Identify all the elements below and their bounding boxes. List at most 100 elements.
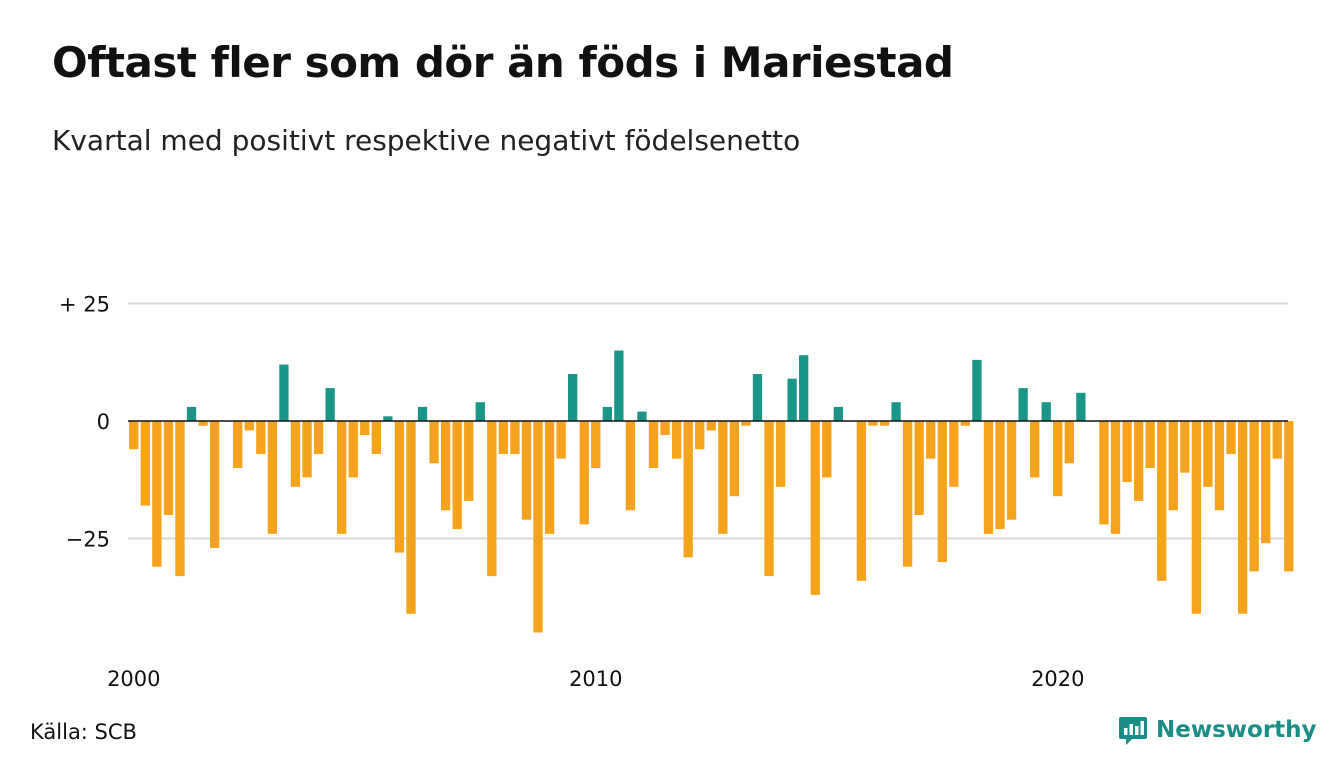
chart-subtitle: Kvartal med positivt respektive negativt… — [52, 124, 801, 157]
bar-negative — [1006, 421, 1017, 520]
bar-negative — [983, 421, 994, 534]
bar-negative — [729, 421, 740, 497]
bar-negative — [764, 421, 774, 577]
bar-negative — [209, 421, 220, 548]
bar-negative — [1180, 421, 1190, 473]
bar-negative — [1133, 421, 1144, 501]
bar-negative — [267, 421, 278, 534]
bar-negative — [290, 421, 301, 487]
x-tick-label: 2000 — [107, 667, 160, 691]
bar-negative — [1237, 421, 1248, 614]
bar-negative — [718, 421, 728, 534]
bar-negative — [683, 421, 693, 558]
bar-negative — [706, 421, 716, 431]
bar-negative — [440, 421, 451, 511]
bar-negative — [498, 421, 509, 454]
bar-positive — [637, 411, 647, 421]
bar-negative — [521, 421, 532, 520]
bar-negative — [879, 421, 890, 426]
bar-negative — [556, 421, 566, 459]
bar-negative — [810, 421, 820, 595]
bar-positive — [799, 355, 809, 421]
bar-negative — [1099, 421, 1109, 525]
bar-negative — [348, 421, 358, 478]
bar-positive — [602, 406, 612, 421]
bar-negative — [1064, 421, 1074, 464]
bar-positive — [568, 374, 578, 421]
bar-negative — [140, 421, 150, 506]
bar-negative — [452, 421, 462, 530]
bar-positive — [972, 359, 982, 421]
bar-negative — [302, 421, 312, 478]
bar-positive — [1076, 392, 1086, 421]
bar-negative — [487, 421, 497, 577]
axis-layer: + 25 0 −25 2000 2010 2020 — [59, 293, 1288, 691]
bar-negative — [695, 421, 705, 450]
y-tick-label: + 25 — [59, 293, 110, 317]
bar-positive — [186, 406, 197, 421]
bar-negative — [671, 421, 682, 459]
bar-negative — [579, 421, 589, 525]
bar-negative — [371, 421, 381, 454]
bar-positive — [752, 374, 763, 421]
bar-negative — [926, 421, 936, 459]
bar-positive — [1041, 402, 1051, 421]
bar-positive — [279, 364, 289, 421]
grid-layer — [128, 302, 1288, 540]
x-tick-label: 2020 — [1031, 667, 1084, 691]
x-tick-label: 2010 — [569, 667, 622, 691]
bar-negative — [533, 421, 543, 633]
bar-negative — [1203, 421, 1213, 487]
bar-negative — [429, 421, 439, 464]
bar-negative — [949, 421, 959, 487]
bar-positive — [614, 350, 624, 421]
bar-positive — [475, 402, 485, 421]
source-label: Källa: SCB — [30, 720, 137, 744]
newsworthy-logo-icon — [1119, 717, 1147, 745]
bar-positive — [1018, 388, 1028, 421]
bar-positive — [891, 402, 901, 421]
bar-negative — [256, 421, 266, 454]
brand-name: Newsworthy — [1156, 717, 1317, 743]
bar-negative — [868, 421, 878, 426]
bar-negative — [1110, 421, 1121, 534]
y-tick-label: 0 — [97, 410, 110, 434]
bar-negative — [163, 421, 174, 515]
bar-negative — [1226, 421, 1236, 454]
bar-negative — [175, 421, 185, 577]
bar-negative — [1261, 421, 1271, 544]
bar-negative — [591, 421, 601, 468]
bar-negative — [856, 421, 867, 581]
bar-negative — [960, 421, 971, 426]
bar-negative — [914, 421, 924, 515]
y-tick-label: −25 — [66, 528, 110, 552]
bar-negative — [198, 421, 208, 426]
bar-negative — [233, 421, 243, 468]
bar-negative — [1214, 421, 1225, 511]
bar-positive — [417, 406, 428, 421]
bar-negative — [152, 421, 162, 567]
bar-positive — [325, 388, 335, 421]
bars-layer — [129, 350, 1294, 633]
bar-negative — [1030, 421, 1040, 478]
bar-negative — [1249, 421, 1259, 572]
bar-negative — [1284, 421, 1294, 572]
bar-negative — [1053, 421, 1063, 497]
bar-positive — [787, 378, 797, 421]
bar-negative — [337, 421, 347, 534]
bar-negative — [544, 421, 555, 534]
bar-negative — [244, 421, 254, 431]
bar-negative — [822, 421, 832, 478]
bar-negative — [313, 421, 324, 454]
bar-negative — [625, 421, 636, 511]
bar-negative — [1191, 421, 1202, 614]
bar-negative — [1145, 421, 1155, 468]
bar-negative — [464, 421, 474, 501]
bar-negative — [660, 421, 670, 436]
bar-negative — [360, 421, 370, 436]
brand-logo-link[interactable]: Newsworthy — [1118, 714, 1317, 746]
bar-negative — [510, 421, 520, 454]
bar-positive — [833, 406, 843, 421]
bar-negative — [1122, 421, 1132, 483]
bar-negative — [741, 421, 751, 426]
